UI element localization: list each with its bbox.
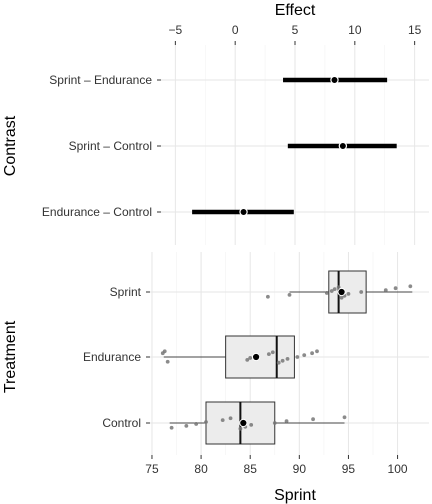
data-point <box>194 422 199 426</box>
data-point <box>248 356 253 360</box>
y-tick-label: Sprint – Control <box>69 139 152 153</box>
data-point <box>346 292 351 296</box>
data-point <box>285 357 290 361</box>
data-point <box>272 421 277 425</box>
data-point <box>284 419 289 423</box>
data-point <box>287 292 292 297</box>
data-point <box>184 423 189 428</box>
estimate-point-sprint-control <box>338 141 348 151</box>
data-point <box>315 349 319 354</box>
data-point <box>342 415 347 420</box>
y-tick-label: Endurance – Control <box>42 205 152 219</box>
y-tick-label: Endurance <box>83 350 141 364</box>
data-point <box>324 291 329 295</box>
x-tick-label: 90 <box>293 462 307 476</box>
data-point <box>302 353 307 357</box>
data-point <box>245 357 250 362</box>
x-tick-label: −5 <box>169 23 183 37</box>
data-point <box>311 417 315 422</box>
data-point <box>270 350 275 355</box>
data-point <box>310 351 314 356</box>
data-point <box>383 288 388 292</box>
data-point <box>249 423 254 427</box>
estimate-point-sprint-endurance <box>330 75 339 85</box>
data-point <box>336 285 341 290</box>
x-tick-label: 100 <box>388 462 408 476</box>
data-point <box>266 352 271 357</box>
data-point <box>359 290 364 294</box>
data-point <box>238 426 243 431</box>
x-tick-label: 75 <box>145 462 159 476</box>
data-point <box>160 351 165 356</box>
effect-axis-title: Effect <box>275 2 316 19</box>
data-point <box>280 358 285 363</box>
data-point <box>204 420 208 424</box>
x-tick-label: 85 <box>244 462 258 476</box>
contrast-axis-title: Contrast <box>2 115 19 176</box>
data-point <box>265 294 270 299</box>
treatment-axis-title: Treatment <box>2 320 19 393</box>
data-point <box>165 359 170 364</box>
data-point <box>329 289 334 293</box>
data-point <box>276 360 281 365</box>
contrast-panel: −5 0 5 10 15 Sprint – Endurance Sprint – Contr… <box>42 23 429 245</box>
mean-point-sprint <box>337 287 346 297</box>
data-point <box>228 416 233 421</box>
data-point <box>408 284 413 289</box>
x-tick-label: 95 <box>342 462 356 476</box>
data-point <box>220 418 225 423</box>
x-tick-label: 10 <box>348 23 362 37</box>
data-point <box>393 286 398 291</box>
data-point <box>339 295 344 300</box>
treatment-panel: 75 80 85 90 95 100 Sprint Endurance Control <box>83 252 429 476</box>
x-tick-label: 80 <box>194 462 208 476</box>
estimate-point-endurance-control <box>239 207 248 217</box>
y-tick-label: Sprint <box>110 285 142 299</box>
x-tick-label: 15 <box>408 23 422 37</box>
x-tick-label: 5 <box>292 23 299 37</box>
data-point <box>295 355 300 359</box>
x-tick-label: 0 <box>232 23 239 37</box>
sprint-axis-title: Sprint <box>274 487 316 504</box>
mean-point-control <box>239 418 248 428</box>
y-tick-label: Sprint – Endurance <box>49 73 152 87</box>
y-tick-label: Control <box>102 416 141 430</box>
data-point <box>332 287 337 292</box>
mean-point-endurance <box>251 352 261 362</box>
data-point <box>169 425 174 430</box>
